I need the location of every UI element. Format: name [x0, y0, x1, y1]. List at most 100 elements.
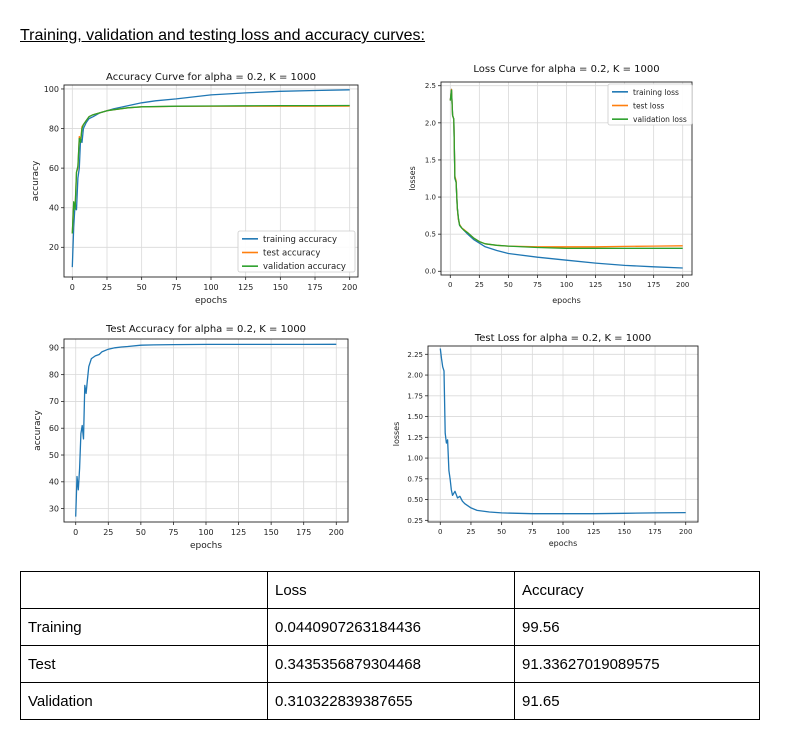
- y-tick-label: 0.0: [425, 268, 436, 276]
- y-tick-label: 1.00: [407, 455, 423, 463]
- y-tick-label: 80: [49, 370, 59, 379]
- y-tick-label: 50: [49, 451, 59, 460]
- chart-title: Test Loss for alpha = 0.2, K = 1000: [474, 333, 651, 344]
- x-tick-label: 150: [618, 528, 631, 536]
- x-tick-label: 50: [136, 528, 146, 537]
- x-tick-label: 75: [533, 281, 542, 289]
- y-tick-label: 30: [49, 504, 59, 513]
- chart-legend: training loss test loss validation loss: [607, 83, 693, 126]
- x-tick-label: 25: [102, 283, 112, 292]
- legend-box: [237, 230, 356, 273]
- x-tick-label: 0: [73, 528, 78, 537]
- loss-curve-chart: 0 25 50 75 100 125 150 175 200 0.0 0.5 1.0 1.5 2.0 2.5…: [408, 64, 693, 305]
- series-line-validation-accuracy: [71, 104, 350, 234]
- x-tick-label: 175: [307, 283, 322, 292]
- chart-legend: training accuracy test accuracy validation…: [237, 230, 356, 273]
- x-tick-label: 125: [589, 281, 602, 289]
- x-tick-label: 75: [528, 528, 537, 536]
- x-tick-label: 175: [647, 281, 660, 289]
- y-tick-label: 80: [49, 124, 59, 133]
- y-tick-label: 70: [49, 397, 59, 406]
- y-tick-label: 0.25: [407, 517, 423, 525]
- y-tick-label: 20: [49, 243, 59, 252]
- x-axis-label: epochs: [549, 539, 578, 548]
- y-tick-label: 40: [49, 478, 59, 487]
- legend-box: [607, 83, 693, 126]
- y-tick-label: 1.75: [407, 392, 423, 400]
- x-tick-label: 50: [504, 281, 513, 289]
- x-tick-label: 75: [171, 283, 181, 292]
- legend-entry: validation loss: [633, 115, 687, 124]
- x-tick-label: 25: [466, 528, 475, 536]
- x-tick-label: 125: [587, 528, 600, 536]
- x-tick-label: 100: [203, 283, 218, 292]
- y-tick-label: 60: [49, 424, 59, 433]
- x-axis-label: epochs: [190, 541, 222, 551]
- y-tick-label: 0.5: [425, 231, 436, 239]
- x-tick-label: 200: [342, 283, 357, 292]
- table-cell: 0.3435356879304468: [267, 645, 515, 683]
- y-tick-label: 0.50: [407, 496, 423, 504]
- accuracy-curve-chart: 0 25 50 75 100 125 150 175 200 20 40 60 80 100 Accurac…: [31, 72, 359, 306]
- legend-entry: training loss: [633, 88, 679, 97]
- x-tick-label: 100: [556, 528, 569, 536]
- legend-entry: validation accuracy: [263, 262, 346, 272]
- x-tick-label: 150: [618, 281, 631, 289]
- x-tick-label: 175: [648, 528, 661, 536]
- y-tick-label: 90: [49, 344, 59, 353]
- table-cell: Test: [20, 645, 268, 683]
- table-header-cell: [20, 571, 268, 609]
- legend-entry: training accuracy: [263, 235, 337, 245]
- chart-title: Test Accuracy for alpha = 0.2, K = 1000: [105, 324, 306, 335]
- y-tick-label: 1.0: [425, 194, 436, 202]
- chart-title: Accuracy Curve for alpha = 0.2, K = 1000: [106, 72, 316, 83]
- table-row: Test 0.3435356879304468 91.3362701908957…: [20, 645, 760, 683]
- table-header-cell: Loss: [267, 571, 515, 609]
- table-cell: 91.65: [514, 682, 760, 720]
- y-tick-label: 1.5: [425, 156, 436, 164]
- x-tick-label: 50: [137, 283, 147, 292]
- table-cell: 91.33627019089575: [514, 645, 760, 683]
- x-tick-label: 150: [263, 528, 278, 537]
- x-tick-label: 0: [448, 281, 452, 289]
- legend-entry: test accuracy: [263, 249, 320, 259]
- x-tick-label: 25: [103, 528, 113, 537]
- y-tick-label: 1.50: [407, 413, 423, 421]
- y-tick-label: 2.5: [425, 82, 436, 90]
- test-accuracy-chart: 0 25 50 75 100 125 150 175 200 30 40 50 60 70 80 90 Test…: [33, 324, 349, 551]
- series-line-training-accuracy: [71, 89, 350, 268]
- y-tick-label: 2.25: [407, 351, 423, 359]
- x-tick-label: 200: [679, 528, 692, 536]
- test-loss-chart: 0 25 50 75 100 125 150 175 200 0.25 0.50 0.75 1.00 1.…: [392, 333, 699, 548]
- y-axis-label: accuracy: [31, 160, 41, 201]
- x-tick-label: 0: [70, 283, 75, 292]
- page-heading: Training, validation and testing loss an…: [20, 27, 425, 44]
- x-tick-label: 100: [560, 281, 573, 289]
- table-cell: Validation: [20, 682, 268, 720]
- table-cell: Training: [20, 608, 268, 646]
- x-tick-label: 150: [273, 283, 288, 292]
- x-axis-label: epochs: [195, 296, 227, 306]
- table-row: Validation 0.310322839387655 91.65: [20, 682, 760, 720]
- series-line-series-0: [439, 348, 686, 515]
- x-tick-label: 100: [198, 528, 213, 537]
- x-axis-label: epochs: [552, 296, 581, 305]
- y-tick-label: 1.25: [407, 434, 423, 442]
- y-axis-label: losses: [392, 422, 401, 447]
- y-tick-label: 100: [44, 85, 59, 94]
- x-tick-label: 0: [438, 528, 442, 536]
- y-tick-label: 0.75: [407, 475, 423, 483]
- x-tick-label: 75: [168, 528, 178, 537]
- x-tick-label: 200: [329, 528, 344, 537]
- series-line-validation-loss: [449, 89, 683, 249]
- y-tick-label: 2.0: [425, 119, 436, 127]
- table-cell: 0.310322839387655: [267, 682, 515, 720]
- y-tick-label: 2.00: [407, 372, 423, 380]
- x-tick-label: 175: [296, 528, 311, 537]
- table-header-cell: Accuracy: [514, 571, 760, 609]
- x-tick-label: 125: [238, 283, 253, 292]
- table-row: Training 0.0440907263184436 99.56: [20, 608, 760, 646]
- table-cell: 99.56: [514, 608, 760, 646]
- table-header-row: Loss Accuracy: [20, 571, 760, 609]
- x-tick-label: 125: [231, 528, 246, 537]
